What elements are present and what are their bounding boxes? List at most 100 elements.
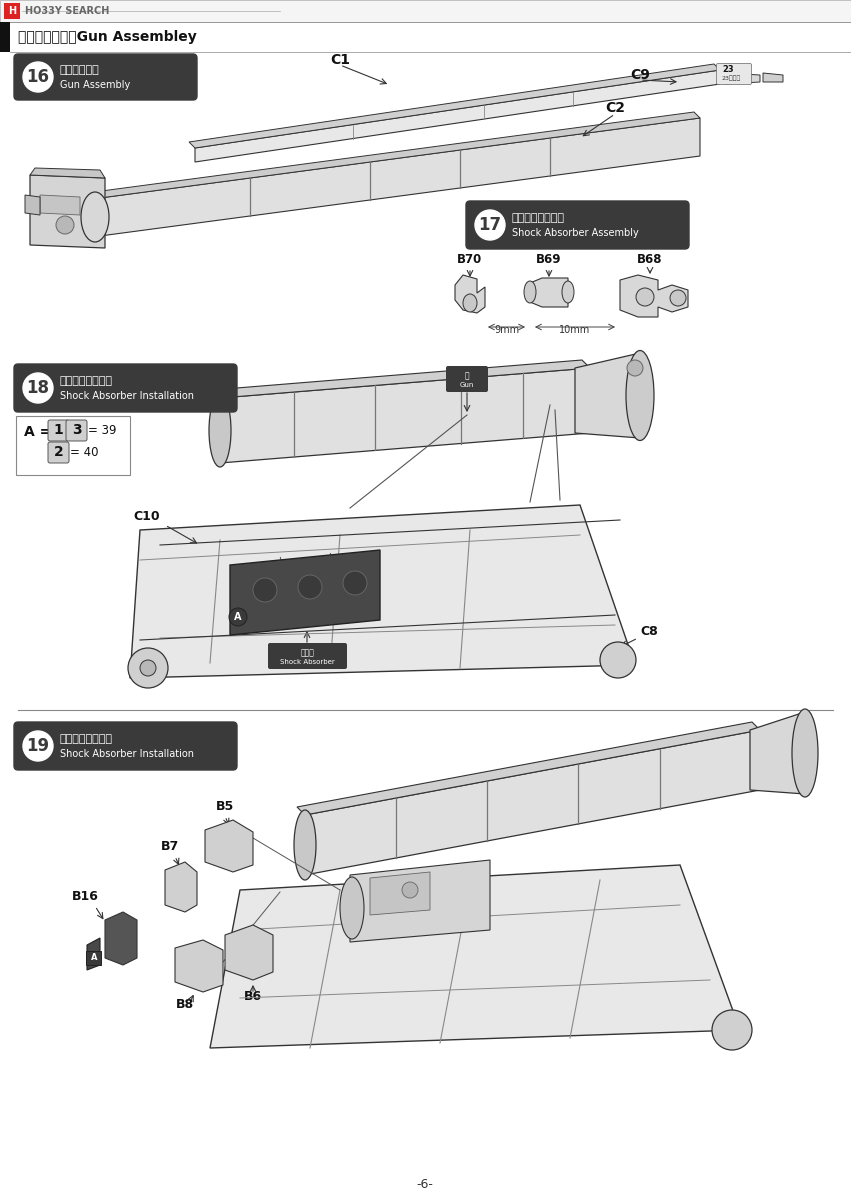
Circle shape	[475, 210, 505, 240]
Text: 緩衝器の組み立て: 緩衝器の組み立て	[512, 214, 565, 223]
Text: B8: B8	[176, 998, 194, 1010]
Polygon shape	[210, 865, 740, 1048]
Text: 16: 16	[26, 68, 49, 86]
Text: C8: C8	[640, 625, 658, 638]
Ellipse shape	[209, 394, 231, 467]
Polygon shape	[725, 73, 760, 84]
Circle shape	[600, 642, 636, 678]
Circle shape	[627, 360, 643, 376]
Polygon shape	[455, 275, 485, 313]
Ellipse shape	[81, 192, 109, 242]
Circle shape	[140, 660, 156, 676]
Polygon shape	[165, 862, 197, 912]
Text: 19: 19	[26, 737, 49, 755]
Text: 砲: 砲	[465, 372, 469, 380]
Text: C9: C9	[630, 68, 650, 82]
Text: 2: 2	[54, 445, 63, 460]
Circle shape	[636, 288, 654, 306]
Text: 18: 18	[26, 379, 49, 397]
Polygon shape	[763, 73, 783, 82]
Text: B69: B69	[536, 253, 562, 266]
Polygon shape	[100, 118, 700, 236]
Circle shape	[128, 648, 168, 688]
FancyBboxPatch shape	[48, 420, 69, 440]
Circle shape	[402, 882, 418, 898]
Polygon shape	[105, 912, 137, 965]
Text: Shock Absorber: Shock Absorber	[280, 659, 335, 665]
Circle shape	[23, 373, 53, 403]
FancyBboxPatch shape	[66, 420, 87, 440]
Ellipse shape	[340, 877, 364, 938]
Text: B5: B5	[216, 800, 234, 814]
Ellipse shape	[463, 294, 477, 312]
Text: C1: C1	[330, 53, 350, 67]
Text: Shock Absorber Assembly: Shock Absorber Assembly	[512, 228, 639, 238]
FancyBboxPatch shape	[14, 722, 237, 770]
Text: B16: B16	[71, 890, 99, 902]
Text: B6: B6	[244, 990, 262, 1003]
Text: B68: B68	[637, 253, 663, 266]
Text: A =: A =	[24, 425, 51, 439]
Text: 砲の組み立て　Gun Assembley: 砲の組み立て Gun Assembley	[18, 30, 197, 44]
Text: -6-: -6-	[416, 1178, 433, 1192]
Polygon shape	[195, 70, 720, 162]
Text: Gun: Gun	[460, 382, 474, 388]
Text: 17: 17	[478, 216, 501, 234]
Ellipse shape	[626, 350, 654, 440]
Ellipse shape	[524, 281, 536, 302]
FancyBboxPatch shape	[0, 0, 851, 22]
Polygon shape	[305, 730, 760, 875]
Circle shape	[56, 216, 74, 234]
FancyBboxPatch shape	[14, 54, 197, 100]
Polygon shape	[189, 64, 720, 148]
FancyBboxPatch shape	[446, 366, 488, 392]
FancyBboxPatch shape	[16, 416, 130, 475]
Polygon shape	[297, 722, 760, 815]
Text: B70: B70	[457, 253, 483, 266]
Text: 23: 23	[722, 66, 734, 74]
Ellipse shape	[294, 810, 316, 880]
Polygon shape	[225, 925, 273, 980]
Polygon shape	[30, 175, 105, 248]
Text: 砲の組み立て: 砲の組み立て	[60, 65, 100, 74]
FancyBboxPatch shape	[717, 64, 751, 84]
Text: 9mm: 9mm	[494, 325, 519, 335]
Text: Gun Assembly: Gun Assembly	[60, 80, 130, 90]
Text: Shock Absorber Installation: Shock Absorber Installation	[60, 391, 194, 401]
FancyBboxPatch shape	[14, 364, 237, 412]
Text: B7: B7	[161, 840, 179, 853]
Circle shape	[23, 731, 53, 761]
FancyBboxPatch shape	[0, 22, 10, 52]
Text: Shock Absorber Installation: Shock Absorber Installation	[60, 749, 194, 758]
FancyBboxPatch shape	[268, 643, 347, 670]
Text: C2: C2	[605, 101, 625, 115]
Text: 緩衝器の取り付け: 緩衝器の取り付け	[60, 734, 113, 744]
FancyBboxPatch shape	[466, 200, 689, 248]
Polygon shape	[220, 368, 590, 463]
Circle shape	[229, 608, 247, 626]
Polygon shape	[175, 940, 223, 992]
Circle shape	[23, 62, 53, 92]
Text: 緩衝器の取り付け: 緩衝器の取り付け	[60, 376, 113, 386]
Text: H: H	[8, 6, 16, 16]
Polygon shape	[212, 360, 590, 398]
Polygon shape	[94, 112, 700, 198]
Polygon shape	[130, 505, 635, 678]
Text: HO33Y SEARCH: HO33Y SEARCH	[25, 6, 110, 16]
Polygon shape	[87, 938, 100, 970]
Circle shape	[712, 1010, 752, 1050]
Ellipse shape	[562, 281, 574, 302]
Text: 3: 3	[71, 424, 82, 438]
FancyBboxPatch shape	[4, 2, 20, 19]
Polygon shape	[370, 872, 430, 914]
Polygon shape	[575, 353, 640, 438]
Polygon shape	[40, 194, 80, 215]
Circle shape	[670, 290, 686, 306]
FancyBboxPatch shape	[48, 442, 69, 463]
Polygon shape	[205, 820, 253, 872]
Polygon shape	[230, 550, 380, 635]
Polygon shape	[530, 278, 568, 307]
Polygon shape	[350, 860, 490, 942]
Circle shape	[343, 571, 367, 595]
Text: 10mm: 10mm	[559, 325, 591, 335]
